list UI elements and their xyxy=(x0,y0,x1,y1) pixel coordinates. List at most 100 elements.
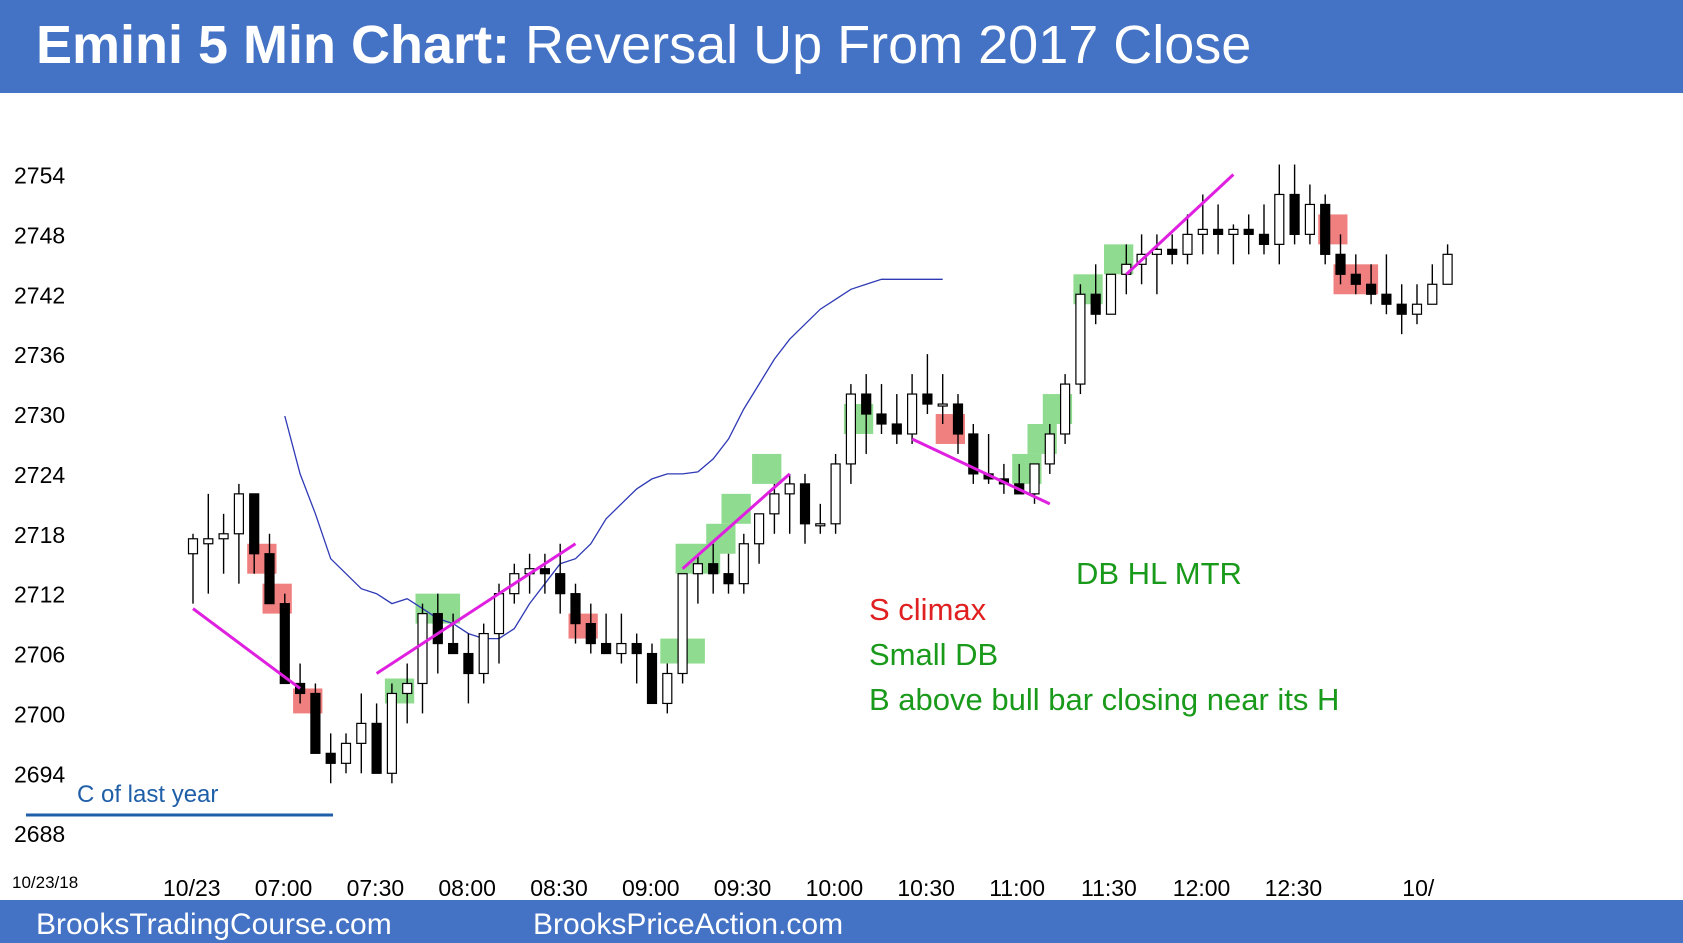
candle-body-74 xyxy=(1320,203,1331,255)
candle-body-55 xyxy=(1029,463,1040,495)
candle-body-33 xyxy=(692,563,704,575)
x-tick-8: 10:30 xyxy=(897,875,955,901)
y-tick-2712: 2712 xyxy=(14,582,65,608)
candle-32 xyxy=(677,573,688,684)
y-tick-2724: 2724 xyxy=(14,462,65,488)
candle-body-26 xyxy=(585,622,596,645)
candle-body-67 xyxy=(1212,228,1224,235)
candle-body-46 xyxy=(891,423,902,435)
x-tick-0: 10/23 xyxy=(163,875,221,901)
candle-28 xyxy=(616,613,627,664)
candle-body-49 xyxy=(937,403,948,407)
candle-body-14 xyxy=(402,682,413,695)
x-tick-10: 11:30 xyxy=(1081,875,1137,901)
moving-average xyxy=(284,278,943,640)
footer-left-link[interactable]: BrooksTradingCourse.com xyxy=(36,908,392,941)
x-tick-1: 07:00 xyxy=(255,875,313,901)
x-tick-5: 09:00 xyxy=(622,875,680,901)
trend-line-3 xyxy=(911,437,1051,506)
candle-body-1 xyxy=(203,538,214,545)
candle-body-34 xyxy=(708,563,719,575)
candle-body-48 xyxy=(922,393,933,405)
candle-body-29 xyxy=(631,642,642,655)
candle-34 xyxy=(708,543,719,594)
candle-30 xyxy=(646,643,658,705)
candle-body-41 xyxy=(815,523,826,527)
candle-74 xyxy=(1320,194,1331,265)
candle-23 xyxy=(539,553,551,594)
candle-47 xyxy=(906,374,918,444)
candle-60 xyxy=(1105,273,1117,315)
x-tick-2: 07:30 xyxy=(347,875,405,901)
candle-body-77 xyxy=(1365,283,1377,295)
candle-81 xyxy=(1427,264,1438,305)
candle-35 xyxy=(723,553,734,594)
candle-body-9 xyxy=(325,752,336,764)
candle-59 xyxy=(1090,264,1101,325)
candle-5 xyxy=(264,533,275,605)
candle-body-56 xyxy=(1044,433,1055,465)
date-label: 10/23/18 xyxy=(12,873,78,892)
footer-right-link[interactable]: BrooksPriceAction.com xyxy=(533,908,844,941)
candle-body-18 xyxy=(463,652,474,675)
candle-53 xyxy=(998,463,1010,494)
candle-body-44 xyxy=(861,393,872,415)
candle-38 xyxy=(769,483,780,534)
candle-33 xyxy=(692,553,704,604)
candle-body-76 xyxy=(1350,273,1361,285)
candle-58 xyxy=(1075,284,1086,395)
x-tick-9: 11:00 xyxy=(989,875,1045,901)
buy-box-6 xyxy=(752,453,782,484)
candle-31 xyxy=(662,663,673,714)
candle-body-5 xyxy=(264,553,275,605)
candle-body-25 xyxy=(570,593,581,625)
candle-0 xyxy=(187,533,199,604)
candle-43 xyxy=(845,384,857,484)
candle-body-60 xyxy=(1105,273,1117,315)
candle-body-31 xyxy=(662,672,673,705)
candle-body-72 xyxy=(1289,193,1300,235)
annotation-0: DB HL MTR xyxy=(1076,556,1242,591)
candle-9 xyxy=(325,733,336,784)
candle-body-42 xyxy=(830,463,841,525)
x-tick-13: 10/ xyxy=(1402,875,1435,901)
candle-71 xyxy=(1274,164,1285,265)
candle-body-24 xyxy=(555,573,566,595)
candle-13 xyxy=(386,683,397,784)
candle-body-38 xyxy=(769,493,780,515)
candle-3 xyxy=(233,483,244,584)
candle-79 xyxy=(1396,284,1407,335)
annotation-3: B above bull bar closing near its H xyxy=(869,682,1339,717)
candle-44 xyxy=(861,374,872,454)
candle-body-47 xyxy=(906,393,918,435)
candle-72 xyxy=(1289,164,1300,245)
axis-labels: C of last year 2754 2748 2742 2736 2730 2724 27… xyxy=(12,163,1435,902)
candle-body-19 xyxy=(478,632,489,675)
candle-body-23 xyxy=(539,568,551,575)
candle-body-45 xyxy=(876,413,887,425)
candle-body-51 xyxy=(968,433,979,475)
candle-65 xyxy=(1182,214,1193,265)
candle-body-12 xyxy=(371,722,382,774)
buy-box-4 xyxy=(706,523,736,554)
annotations: DB HL MTR S climax Small DB B above bull ba… xyxy=(869,556,1339,717)
y-tick-2736: 2736 xyxy=(14,342,65,368)
candle-body-79 xyxy=(1396,303,1407,315)
ema-line xyxy=(284,278,943,640)
x-tick-12: 12:30 xyxy=(1265,875,1323,901)
candle-10 xyxy=(340,733,352,774)
page-title: Emini 5 Min Chart: Reversal Up From 2017… xyxy=(36,14,1251,76)
candle-body-59 xyxy=(1090,293,1101,315)
candle-1 xyxy=(203,493,214,594)
candle-14 xyxy=(402,663,413,724)
candle-body-40 xyxy=(799,483,811,525)
candle-76 xyxy=(1350,254,1361,295)
candle-body-15 xyxy=(417,613,428,685)
candle-body-4 xyxy=(249,493,260,555)
candle-2 xyxy=(218,513,229,574)
candle-body-80 xyxy=(1411,303,1423,315)
candle-body-27 xyxy=(600,642,612,655)
candle-49 xyxy=(937,374,948,424)
candle-6 xyxy=(279,593,290,685)
